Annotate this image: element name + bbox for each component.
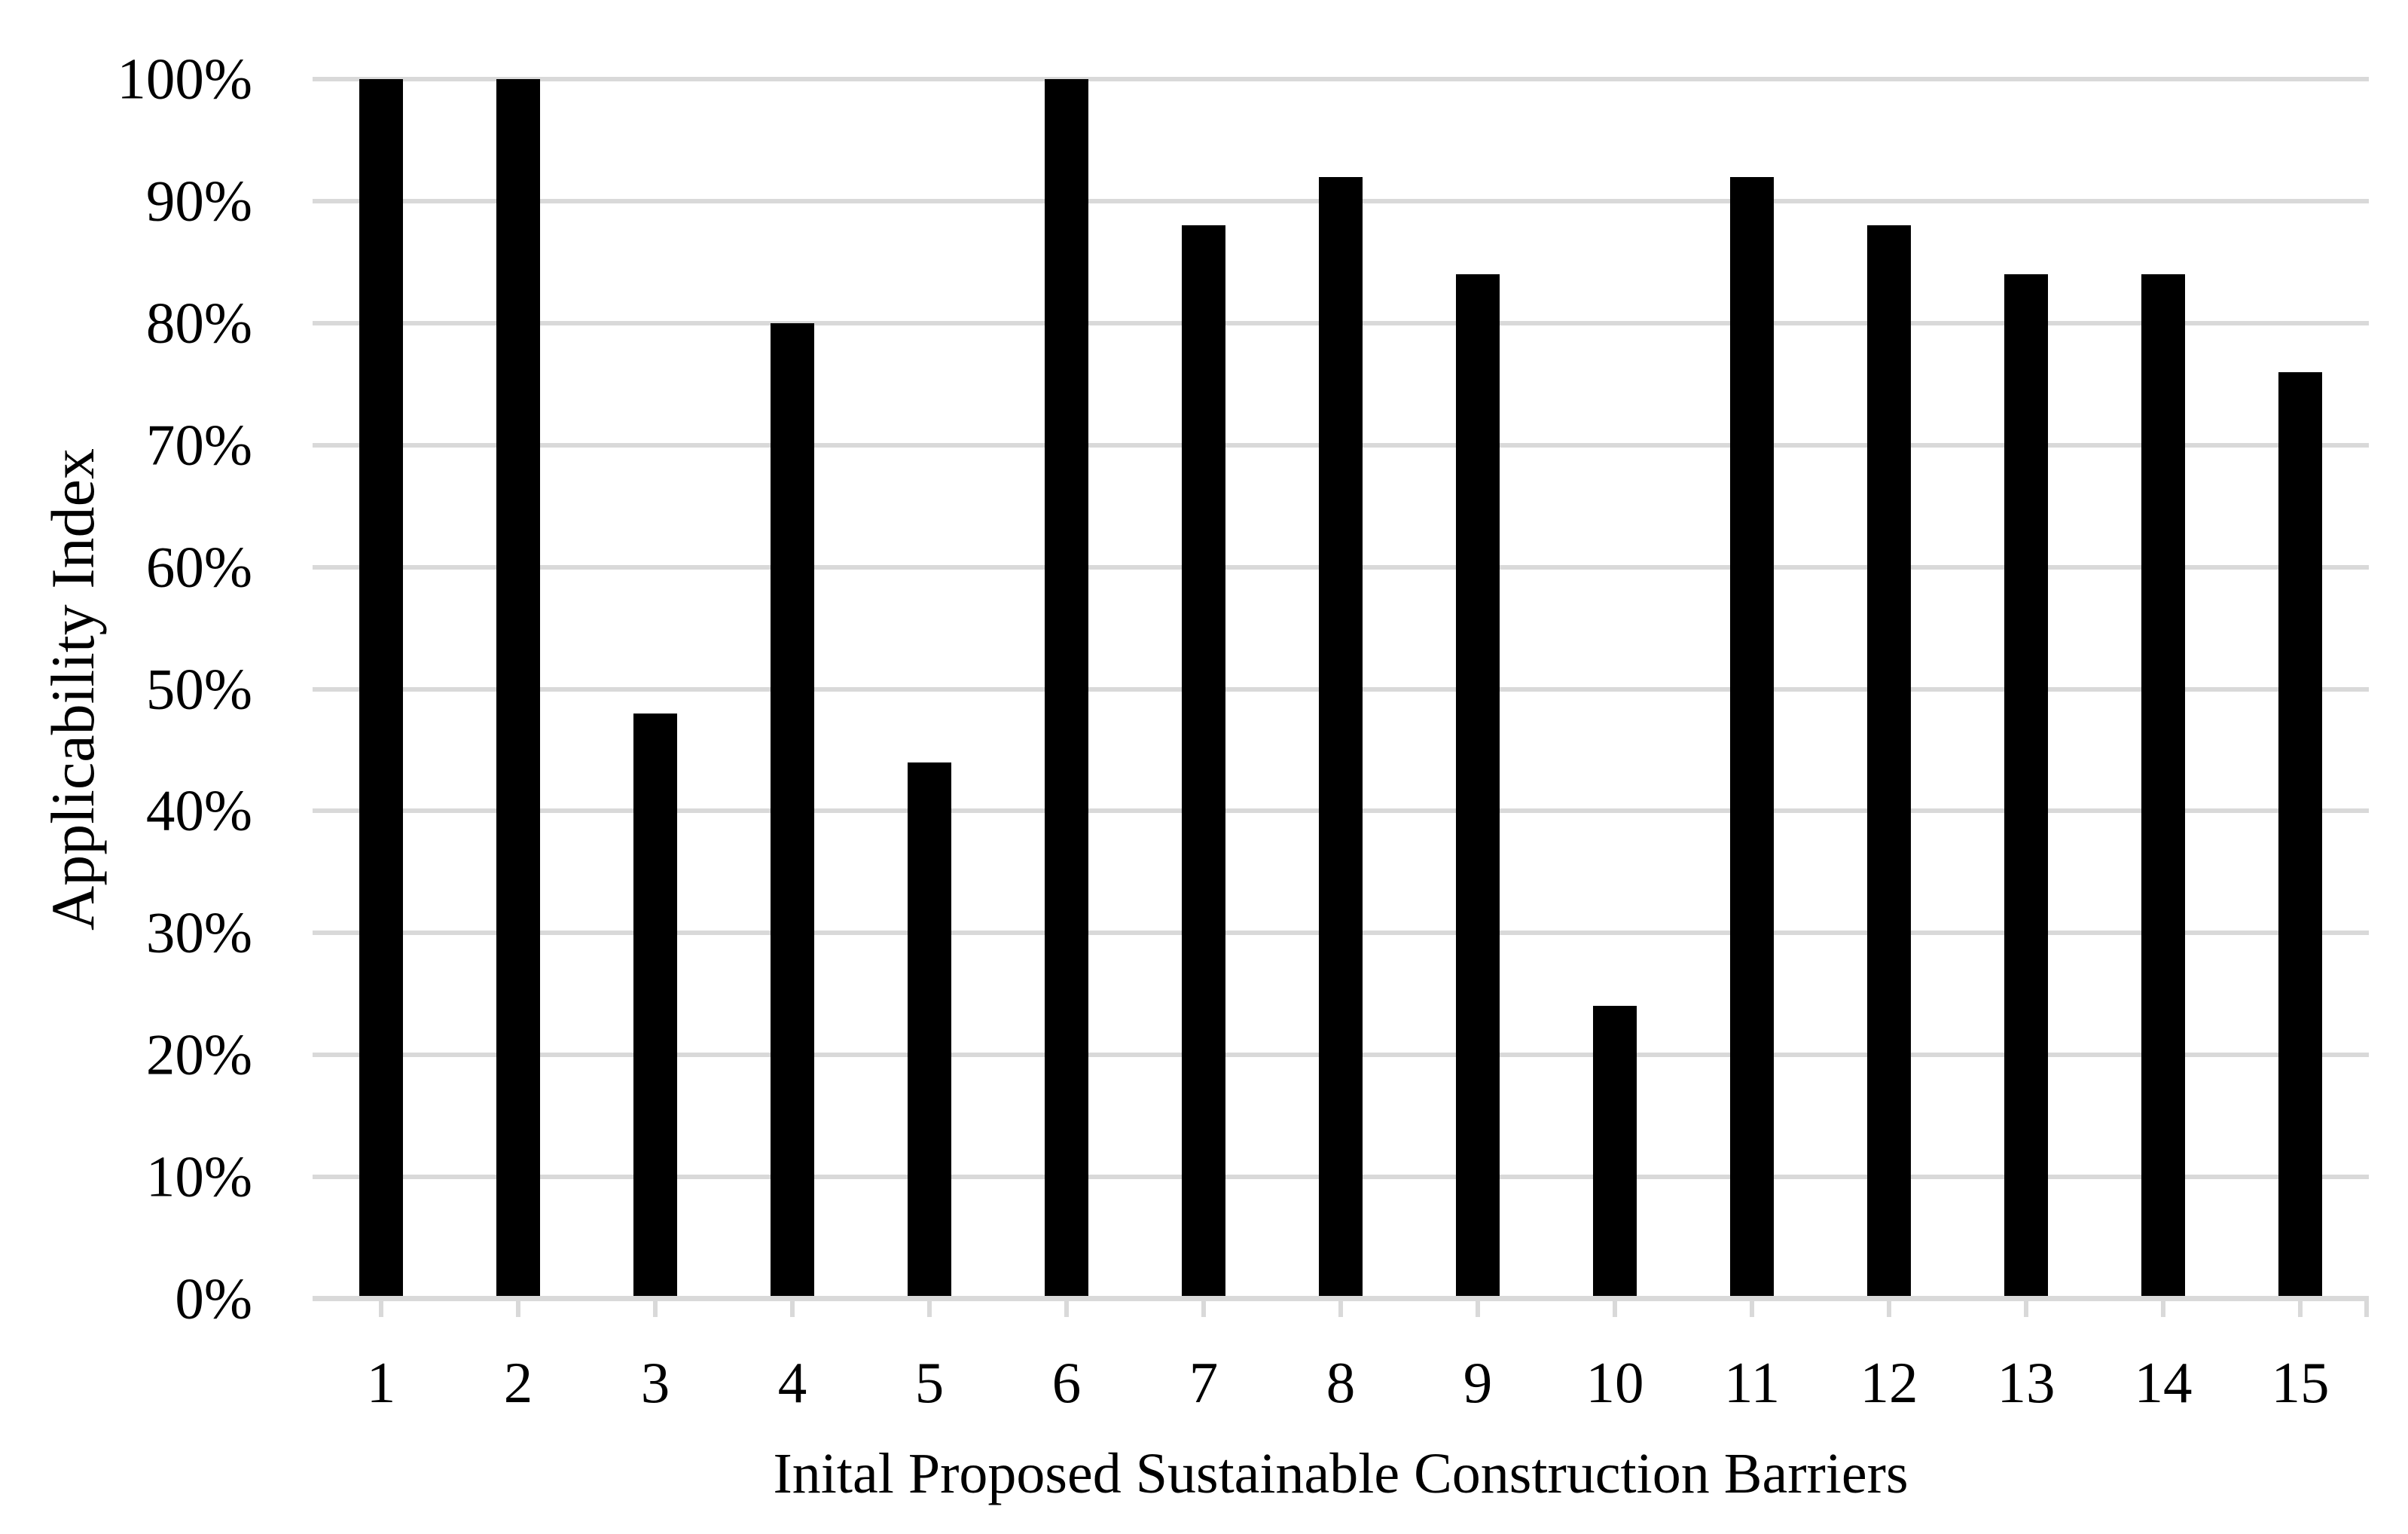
x-tick-label-12: 12 bbox=[1860, 1350, 1918, 1415]
x-axis-line bbox=[313, 1296, 2369, 1301]
bar-category-9 bbox=[1456, 274, 1500, 1299]
bar-category-14 bbox=[2141, 274, 2185, 1299]
bar-category-7 bbox=[1182, 225, 1225, 1299]
x-axis-tick-10 bbox=[1613, 1299, 1617, 1317]
y-tick-label-10%: 10% bbox=[145, 1144, 252, 1209]
bar-category-2 bbox=[496, 79, 540, 1299]
x-axis-tick-7 bbox=[1201, 1299, 1206, 1317]
x-axis-tick-15 bbox=[2298, 1299, 2303, 1317]
x-tick-label-2: 2 bbox=[503, 1350, 533, 1415]
x-tick-label-10: 10 bbox=[1585, 1350, 1644, 1415]
bar-category-13 bbox=[2004, 274, 2048, 1299]
y-tick-label-100%: 100% bbox=[117, 46, 252, 112]
x-tick-label-1: 1 bbox=[366, 1350, 396, 1415]
y-tick-label-70%: 70% bbox=[145, 412, 252, 478]
bar-category-5 bbox=[908, 762, 951, 1299]
bar-category-10 bbox=[1593, 1006, 1637, 1299]
x-axis-tick-4 bbox=[790, 1299, 795, 1317]
x-axis-tick-labels: 1 2 3 4 5 6 7 8 9 10 11 12 13 14 15 bbox=[313, 1354, 2369, 1422]
x-axis-tick-1 bbox=[379, 1299, 383, 1317]
y-tick-label-30%: 30% bbox=[145, 900, 252, 965]
x-tick-label-14: 14 bbox=[2134, 1350, 2193, 1415]
x-tick-label-15: 15 bbox=[2271, 1350, 2330, 1415]
y-tick-label-40%: 40% bbox=[145, 778, 252, 843]
y-tick-label-90%: 90% bbox=[145, 168, 252, 234]
bar-category-15 bbox=[2278, 371, 2322, 1299]
x-tick-label-3: 3 bbox=[640, 1350, 670, 1415]
x-tick-label-8: 8 bbox=[1326, 1350, 1356, 1415]
y-tick-label-0%: 0% bbox=[175, 1266, 252, 1331]
plot-area bbox=[313, 77, 2369, 1317]
y-tick-label-50%: 50% bbox=[145, 656, 252, 721]
bar-category-8 bbox=[1319, 176, 1363, 1299]
x-tick-label-11: 11 bbox=[1723, 1350, 1781, 1415]
bar-category-12 bbox=[1867, 225, 1911, 1299]
x-axis-tick-2 bbox=[516, 1299, 520, 1317]
y-tick-label-20%: 20% bbox=[145, 1022, 252, 1087]
x-axis-tick-12 bbox=[1887, 1299, 1891, 1317]
x-tick-label-5: 5 bbox=[914, 1350, 945, 1415]
x-axis-tick-13 bbox=[2024, 1299, 2028, 1317]
x-axis-tick-5 bbox=[927, 1299, 932, 1317]
x-tick-label-7: 7 bbox=[1189, 1350, 1219, 1415]
y-tick-label-80%: 80% bbox=[145, 290, 252, 356]
x-tick-label-13: 13 bbox=[1997, 1350, 2055, 1415]
x-axis-tick-8 bbox=[1338, 1299, 1343, 1317]
x-axis-tick-11 bbox=[1750, 1299, 1754, 1317]
bar-category-6 bbox=[1045, 79, 1088, 1299]
bar-category-11 bbox=[1730, 176, 1774, 1299]
x-axis-end-tick bbox=[2364, 1299, 2369, 1317]
y-axis-tick-labels: 0% 10% 20% 30% 40% 50% 60% 70% 80% 90% 100% bbox=[0, 50, 252, 1328]
x-axis-tick-3 bbox=[653, 1299, 658, 1317]
bar-category-1 bbox=[359, 79, 403, 1299]
x-axis-tick-6 bbox=[1064, 1299, 1069, 1317]
gridline-100% bbox=[313, 77, 2369, 81]
bar-category-4 bbox=[771, 322, 814, 1299]
x-axis-title: Inital Proposed Sustainable Construction… bbox=[773, 1442, 1909, 1505]
x-axis-tick-14 bbox=[2161, 1299, 2165, 1317]
x-tick-label-6: 6 bbox=[1051, 1350, 1082, 1415]
x-tick-label-9: 9 bbox=[1463, 1350, 1493, 1415]
y-tick-label-60%: 60% bbox=[145, 534, 252, 600]
x-tick-label-4: 4 bbox=[777, 1350, 807, 1415]
x-axis-tick-9 bbox=[1476, 1299, 1480, 1317]
bar-category-3 bbox=[633, 713, 677, 1299]
